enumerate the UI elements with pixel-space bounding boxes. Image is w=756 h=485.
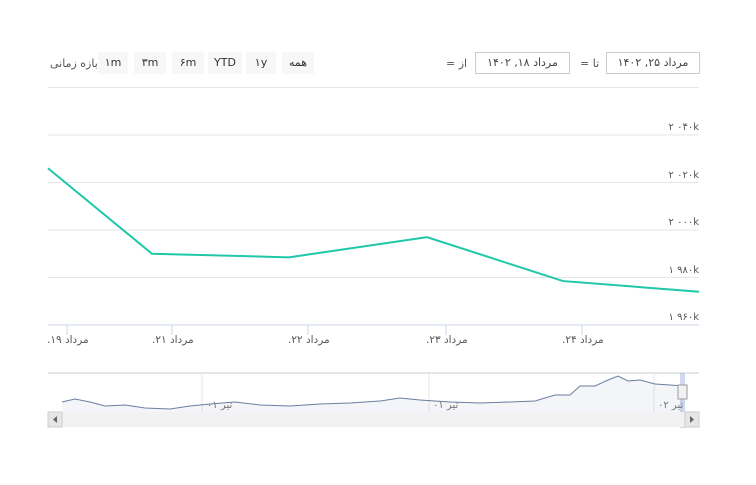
y-tick-label: ۱ ۹۶۰k (668, 312, 699, 323)
x-tick-label: مرداد ۲۳. (426, 334, 468, 346)
y-tick-label: ۲ ۰۴۰k (668, 122, 699, 133)
range-button-3m[interactable]: ۳m (134, 52, 166, 74)
range-button-all[interactable]: همه (282, 52, 314, 74)
navigator-selection (680, 373, 685, 428)
series-line (47, 167, 700, 293)
x-tick-label: مرداد ۱۹. (47, 334, 89, 346)
range-label: بازه زمانی (50, 57, 98, 70)
arrow-left-icon (53, 416, 57, 423)
nav-label: تیر ۰۱ (433, 400, 459, 411)
from-date-input[interactable]: مرداد ۱۸, ۱۴۰۲ (475, 52, 570, 74)
divider (48, 87, 699, 88)
to-date-input[interactable]: مرداد ۲۵, ۱۴۰۲ (606, 52, 700, 74)
nav-label: تیر ۰۲ (658, 400, 684, 411)
to-label: = تا (580, 57, 600, 70)
y-tick-label: ۲ ۰۲۰k (668, 169, 699, 181)
range-button-6m[interactable]: ۶m (172, 52, 204, 74)
y-tick-label: ۲ ۰۰۰k (668, 217, 699, 228)
navigator (48, 373, 699, 412)
range-button-ytd[interactable]: YTD (208, 52, 242, 74)
y-tick-label: ۱ ۹۸۰k (668, 264, 699, 276)
range-button-1m[interactable]: ۱m (98, 52, 128, 74)
range-button-1y[interactable]: ۱y (246, 52, 276, 74)
navigator-area (62, 376, 683, 412)
navigator-handle (677, 384, 688, 400)
arrow-right-icon (690, 416, 694, 423)
scrollbar-track (48, 412, 699, 427)
x-tick-label: مرداد ۲۴. (562, 334, 604, 346)
from-label: = از (446, 57, 468, 70)
x-tick-label: مرداد ۲۲. (288, 334, 330, 346)
navigator-line (61, 375, 684, 410)
nav-label: تیر ۰۱ (207, 400, 233, 411)
x-tick-label: مرداد ۲۱. (152, 334, 194, 346)
